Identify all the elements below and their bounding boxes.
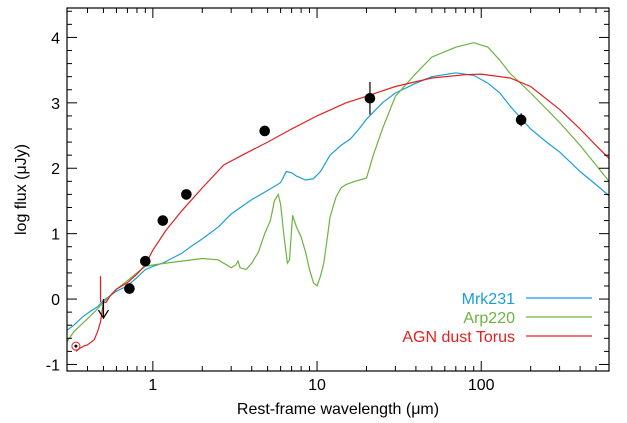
legend-label-agn-dust-torus: AGN dust Torus [402,329,515,346]
plot-frame [66,7,610,372]
series-line-agn-dust-torus [75,73,609,352]
plot-area: 1 10 100 -1 0 1 2 3 4 Mrk231 Arp220 AGN dust Torus [46,7,610,394]
data-point-5 [364,92,376,104]
y-tick-label: -1 [46,357,60,374]
x-tick-label: 10 [308,377,326,394]
y-tick-label: 3 [51,96,60,113]
x-axis-label: Rest-frame wavelength (μm) [237,401,439,418]
data-point-1 [140,255,151,267]
data-point-3 [181,189,192,200]
y-axis-label: log flux (μJy) [13,144,30,235]
x-tick-label: 100 [468,377,495,394]
data-point-6 [515,114,527,126]
y-tick-label: 2 [51,161,60,178]
data-point-2 [157,215,169,226]
y-tick-label: 4 [51,30,60,47]
upper-limit-arrow-head [97,309,109,320]
x-tick-label: 1 [148,377,157,394]
legend-label-mrk231: Mrk231 [462,291,515,308]
series-line-arp220 [67,42,609,342]
legend-label-arp220: Arp220 [463,310,515,327]
series-line-mrk231 [67,72,609,331]
y-tick-label: 0 [51,292,60,309]
circle-marker [71,341,81,351]
data-point-0 [124,283,135,294]
y-tick-label: 1 [51,227,60,244]
circle-marker-dot [74,344,78,348]
data-point-4 [259,125,271,137]
